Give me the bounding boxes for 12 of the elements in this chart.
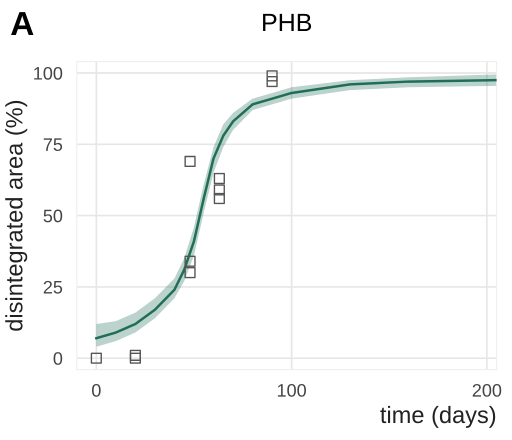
text: A <box>11 12 34 36</box>
y-tick-label: 75 <box>44 138 62 152</box>
y-axis-title: disintegrated area (%) <box>5 100 28 331</box>
y-tick-label: 25 <box>44 280 62 294</box>
chart-title: PHB <box>263 14 312 32</box>
x-tick-label: 100 <box>278 384 306 397</box>
x-tick-label: 200 <box>472 384 502 397</box>
y-tick-label: 50 <box>44 210 62 222</box>
y-tick-label: 100 <box>34 66 62 80</box>
y-tick-label: 0 <box>54 352 62 365</box>
x-axis-title: time (days) <box>380 406 496 428</box>
x-tick-label: 0 <box>92 384 101 397</box>
